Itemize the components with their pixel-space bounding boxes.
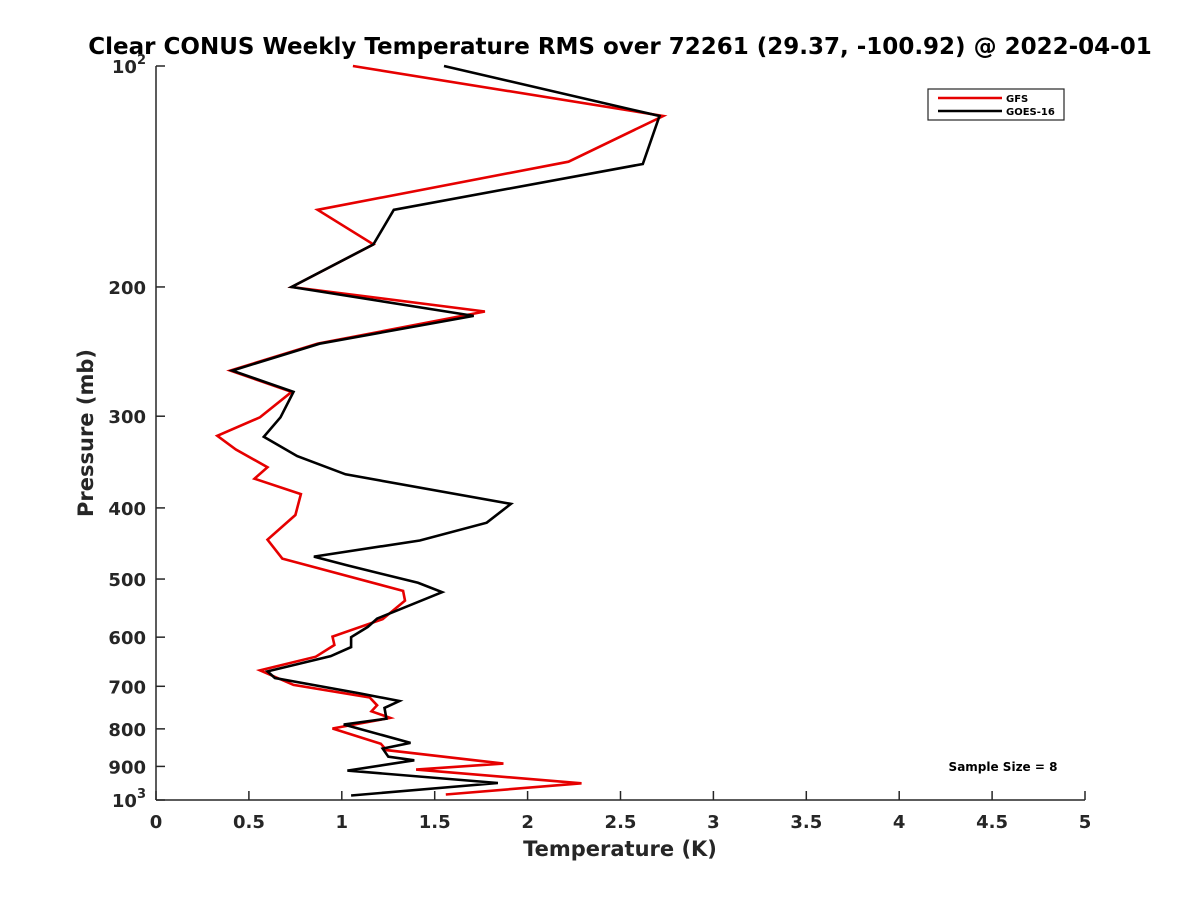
y-tick-label: 200 — [108, 278, 146, 299]
x-tick-label: 5 — [1079, 812, 1092, 833]
x-tick-label: 3.5 — [790, 812, 822, 833]
series-line-goes-16 — [228, 64, 662, 797]
y-tick-label: 800 — [108, 720, 146, 741]
x-tick-label: 3 — [707, 812, 720, 833]
legend-entry-label: GFS — [1006, 94, 1028, 105]
x-tick-label: 1.5 — [419, 812, 451, 833]
x-axis-label: Temperature (K) — [523, 837, 717, 861]
x-tick-label: 4.5 — [976, 812, 1008, 833]
plot-area: 102 200 300 400 500 600 700 800 900 103 0 0.5 1 1.5 2… — [108, 53, 1091, 833]
y-axis-ticks: 102 200 300 400 500 600 700 800 900 103 — [108, 53, 165, 812]
legend: GFS GOES-16 — [927, 88, 1065, 121]
x-tick-label: 4 — [893, 812, 906, 833]
legend-entry-label: GOES-16 — [1006, 107, 1055, 118]
y-tick-label: 102 — [112, 53, 146, 78]
y-axis-label: Pressure (mb) — [74, 349, 98, 517]
x-tick-label: 0.5 — [233, 812, 265, 833]
y-tick-label: 900 — [108, 757, 146, 778]
y-tick-label: 600 — [108, 628, 146, 649]
sample-size-annotation: Sample Size = 8 — [949, 760, 1058, 774]
y-tick-label: 300 — [108, 407, 146, 428]
x-axis-ticks: 0 0.5 1 1.5 2 2.5 3 3.5 4 4.5 5 — [150, 791, 1092, 833]
y-tick-label: 700 — [108, 677, 146, 698]
legend-box — [927, 88, 1065, 121]
series-line-gfs — [214, 64, 668, 796]
x-tick-label: 0 — [150, 812, 163, 833]
x-tick-label: 1 — [336, 812, 349, 833]
x-tick-label: 2.5 — [605, 812, 637, 833]
y-tick-label: 400 — [108, 499, 146, 520]
y-tick-label: 500 — [108, 570, 146, 591]
series-lines — [214, 64, 668, 797]
x-tick-label: 2 — [521, 812, 534, 833]
y-tick-label: 103 — [112, 787, 146, 812]
chart-title: Clear CONUS Weekly Temperature RMS over … — [88, 34, 1151, 60]
